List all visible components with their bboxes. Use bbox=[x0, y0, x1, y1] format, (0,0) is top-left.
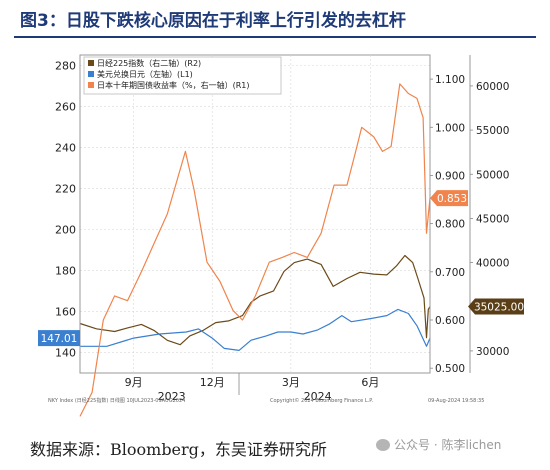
usdjpy-last-box bbox=[38, 330, 80, 347]
left-tick-label: 180 bbox=[55, 264, 76, 277]
right1-tick-label: 0.900 bbox=[435, 170, 465, 182]
footer-center: Copyright© 2024 Bloomberg Finance L.P. bbox=[270, 397, 373, 404]
left-tick-label: 280 bbox=[55, 59, 76, 72]
left-tick-label: 240 bbox=[55, 141, 76, 154]
footer-right: 09-Aug-2024 19:58:35 bbox=[428, 398, 484, 404]
left-tick-label: 220 bbox=[55, 182, 76, 195]
usdjpy-last-label: 147.01 bbox=[41, 333, 78, 345]
right1-tick-label: 1.100 bbox=[435, 74, 465, 86]
plot-frame bbox=[79, 54, 431, 374]
last-value-callouts: 147.01 0.853 35025.00 bbox=[38, 190, 524, 347]
source-note: 数据来源：Bloomberg，东吴证券研究所 bbox=[30, 440, 327, 459]
right1-tick-label: 0.600 bbox=[435, 315, 465, 327]
jgb10y-last-box bbox=[430, 190, 468, 207]
nikkei-last-label: 35025.00 bbox=[474, 302, 524, 314]
figure-title: 图3：日股下跌核心原因在于利率上行引发的去杠杆 bbox=[20, 11, 406, 31]
right2-tick-label: 40000 bbox=[476, 258, 509, 270]
right2-tick-label: 30000 bbox=[476, 346, 509, 358]
watermark-text: 公众号 · 陈李lichen bbox=[394, 438, 502, 452]
legend-label: 日本十年期国债收益率（%，右一轴）(R1) bbox=[97, 80, 250, 90]
series-lines bbox=[79, 83, 431, 417]
year-label: 2024 bbox=[304, 390, 332, 403]
right2-tick-label: 55000 bbox=[476, 125, 509, 137]
right2-tick-label: 60000 bbox=[476, 81, 509, 93]
year-label: 2023 bbox=[158, 390, 186, 403]
right2-tick-label: 45000 bbox=[476, 213, 509, 225]
right1-tick-label: 1.000 bbox=[435, 122, 465, 134]
right1-tick-label: 0.500 bbox=[435, 363, 465, 375]
x-tick-label: 12月 bbox=[200, 376, 225, 389]
axis-ticks: 140 160 180 200 220 240 260 280 9月 12月 3月 6月 2023 202… bbox=[55, 59, 509, 403]
watermark: 公众号 · 陈李lichen bbox=[376, 436, 501, 453]
legend-box bbox=[83, 56, 282, 95]
legend-label: 日经225指数（右二轴）(R2) bbox=[97, 58, 201, 68]
usdjpy-line bbox=[80, 308, 431, 351]
right2-tick-label: 50000 bbox=[476, 169, 509, 181]
jgb10y-last-label: 0.853 bbox=[437, 193, 467, 205]
footer-left: NKY Index (日经225指数) 日线图 10JUL2023-09AUG2… bbox=[48, 397, 185, 404]
wechat-icon bbox=[376, 438, 390, 451]
jgb10y-line bbox=[79, 83, 431, 417]
right1-tick-label: 0.800 bbox=[435, 219, 465, 231]
x-tick-label: 6月 bbox=[361, 376, 379, 389]
left-tick-label: 260 bbox=[55, 100, 76, 113]
legend-items: 日经225指数（右二轴）(R2)美元兑换日元（左轴）(L1)日本十年期国债收益率… bbox=[88, 58, 250, 90]
legend-label: 美元兑换日元（左轴）(L1) bbox=[97, 69, 193, 79]
title-rule bbox=[14, 36, 536, 38]
x-tick-label: 9月 bbox=[125, 376, 143, 389]
nikkei-last-box bbox=[468, 298, 524, 315]
right1-tick-label: 0.700 bbox=[435, 267, 465, 279]
legend-swatch bbox=[88, 82, 94, 88]
legend-swatch bbox=[88, 60, 94, 66]
legend-swatch bbox=[88, 71, 94, 77]
gridlines bbox=[80, 55, 430, 373]
x-tick-label: 3月 bbox=[282, 376, 300, 389]
legend: 日经225指数（右二轴）(R2)美元兑换日元（左轴）(L1)日本十年期国债收益率… bbox=[83, 56, 282, 95]
left-tick-label: 160 bbox=[55, 305, 76, 318]
left-tick-label: 200 bbox=[55, 223, 76, 236]
left-tick-label: 140 bbox=[55, 346, 76, 359]
chart: 140 160 180 200 220 240 260 280 9月 12月 3月 6月 2023 202… bbox=[38, 54, 524, 417]
